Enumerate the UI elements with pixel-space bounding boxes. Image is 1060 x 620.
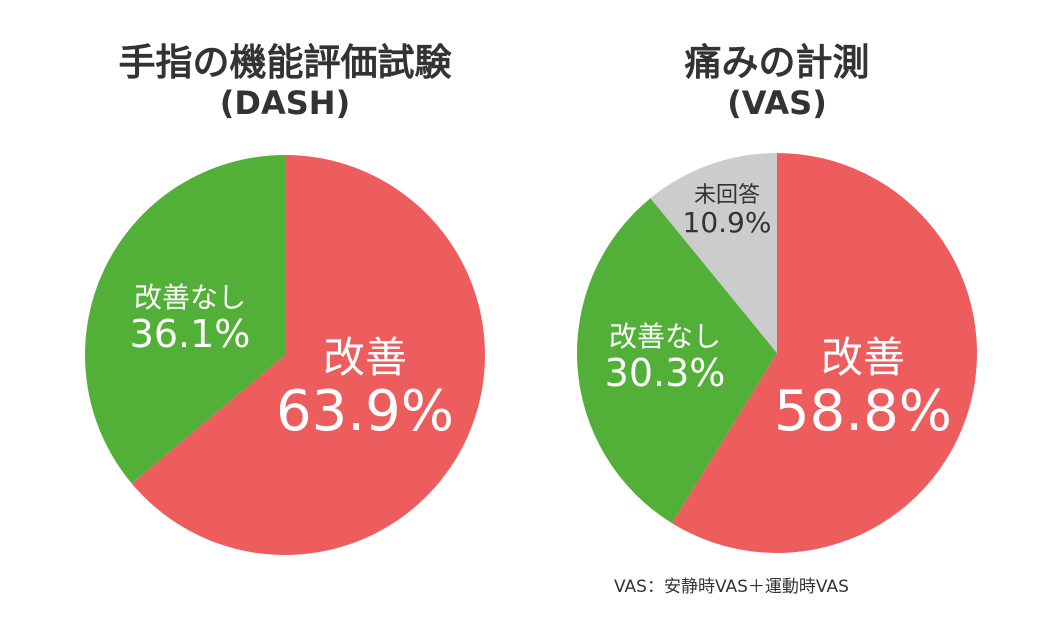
pie-slice-0: [671, 153, 977, 553]
right-not-improved-label: 改善なし 30.3%: [580, 320, 750, 395]
right-improved-text: 改善: [820, 333, 905, 382]
pie-slice-2: [650, 153, 777, 353]
left-chart-title: 手指の機能評価試験 (DASH): [40, 41, 530, 122]
left-pie: [85, 155, 485, 555]
left-not-improved-label: 改善なし 36.1%: [105, 281, 275, 356]
pie-slice-1: [85, 155, 285, 484]
left-not-improved-value: 36.1%: [129, 311, 251, 356]
right-chart-title: 痛みの計測 (VAS): [532, 41, 1022, 122]
right-pie: [577, 153, 977, 553]
pie-slice-1: [577, 198, 777, 524]
right-not-improved-text: 改善なし: [608, 320, 721, 353]
left-improved-value: 63.9%: [276, 379, 454, 445]
right-not-improved-value: 30.3%: [604, 350, 726, 395]
left-improved-label: 改善 63.9%: [270, 333, 460, 445]
left-title-main: 手指の機能評価試験: [118, 41, 452, 84]
right-improved-label: 改善 58.8%: [768, 333, 958, 445]
pie-slice-0: [131, 155, 485, 555]
left-not-improved-text: 改善なし: [133, 281, 246, 314]
right-no-answer-label: 未回答 10.9%: [672, 183, 782, 240]
right-title-main: 痛みの計測: [684, 41, 870, 84]
vas-footnote: VAS：安静時VAS＋運動時VAS: [614, 577, 849, 597]
left-improved-text: 改善: [322, 333, 407, 382]
right-no-answer-text: 未回答: [693, 183, 760, 208]
right-no-answer-value: 10.9%: [682, 206, 772, 240]
right-improved-value: 58.8%: [774, 379, 952, 445]
right-title-sub: (VAS): [727, 83, 827, 122]
left-title-sub: (DASH): [219, 83, 351, 122]
